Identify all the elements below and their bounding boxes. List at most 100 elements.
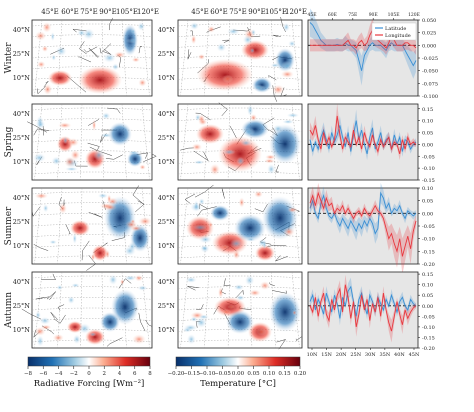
series-line-longitude	[309, 115, 417, 155]
cool-anomaly	[100, 312, 120, 332]
anomaly-speckle	[249, 48, 255, 54]
colorbar-temperature-bar	[175, 356, 301, 367]
y-tick-label: 0.10	[422, 283, 433, 289]
anomaly-speckle	[132, 334, 146, 345]
graticule-line	[141, 103, 150, 181]
anomaly-speckle	[93, 149, 105, 161]
anomaly-speckle	[82, 28, 95, 40]
colorbar-tick-label: −0.05	[214, 371, 231, 377]
warm-anomaly	[197, 59, 253, 91]
anomaly-speckle	[51, 54, 56, 61]
y-tick-label: -0.05	[422, 314, 435, 320]
anomaly-speckle	[103, 203, 118, 211]
anomaly-speckle	[198, 314, 209, 320]
y-tick-label: 0.05	[422, 131, 433, 137]
lat-label: 25°N	[13, 50, 31, 58]
anomaly-speckle	[280, 70, 294, 79]
anomaly-speckle	[244, 275, 255, 286]
anomaly-speckle	[78, 323, 91, 334]
season-labels: Winter Spring Summer Autumn	[4, 42, 14, 329]
anomaly-speckle	[190, 202, 203, 212]
anomaly-speckle	[35, 120, 46, 129]
anomaly-speckle	[197, 53, 206, 60]
colorbar-tick-label: −8	[24, 371, 33, 377]
map-panel	[177, 271, 303, 350]
lon-label-105e: 105°E	[265, 8, 287, 16]
graticule-line	[180, 271, 189, 349]
anomaly-speckle	[131, 57, 140, 63]
top-tick-label: 90E	[369, 12, 378, 18]
colorbar-tick-label: 0	[87, 371, 91, 377]
anomaly-speckle	[185, 276, 197, 283]
anomaly-speckle	[92, 119, 97, 132]
anomaly-speckle	[35, 311, 41, 320]
lat-label: 25°N	[158, 134, 176, 142]
season-label-summer: Summer	[4, 206, 14, 245]
graticule-line	[141, 19, 150, 97]
anomaly-speckle	[218, 286, 224, 299]
top-tick-label: 60E	[328, 12, 337, 18]
bottom-tick-label: 40N	[394, 352, 405, 358]
anomaly-speckle	[249, 113, 258, 122]
anomaly-speckle	[67, 137, 79, 147]
graticule-line	[31, 245, 153, 248]
bottom-tick-label: 25N	[350, 352, 361, 358]
anomaly-speckle	[72, 233, 77, 245]
anomaly-speckle	[123, 245, 136, 256]
lat-label: 25°N	[13, 134, 31, 142]
anomaly-speckle	[236, 294, 245, 301]
anomaly-speckle	[42, 204, 49, 213]
anomaly-speckle	[220, 244, 230, 250]
lon-label-120e: 120°E	[137, 8, 159, 16]
graticule-line	[31, 139, 153, 143]
graticule-line	[291, 271, 300, 349]
map-lon-labels-middle: 45°E 60°E 75°E 90°E 105°E 120°E	[191, 8, 307, 16]
anomaly-speckle	[286, 113, 300, 118]
colorbar-radiative-label: Radiative Forcing [Wm⁻²]	[34, 379, 145, 389]
anomaly-speckle	[134, 274, 143, 282]
lat-label: 10°N	[13, 242, 31, 250]
y-tick-label: -0.05	[422, 154, 435, 160]
colorbar-tick-label: −0.10	[199, 371, 216, 377]
y-tick-label: 0.050	[422, 18, 436, 24]
graticule-line	[31, 107, 153, 111]
series-band-longitude	[310, 103, 416, 161]
anomaly-speckle	[101, 112, 111, 120]
bottom-tick-label: 20N	[336, 352, 347, 358]
graticule-line	[31, 275, 153, 279]
cool-anomaly	[252, 77, 272, 93]
lat-label: 40°N	[13, 110, 31, 118]
y-tick-label: 0.00	[422, 142, 433, 148]
lat-label: 10°N	[158, 74, 176, 82]
colorbar-tick-label: −0.15	[183, 371, 200, 377]
y-tick-label: 0.05	[422, 199, 433, 205]
y-tick-label: 0.000	[422, 43, 436, 49]
legend-box	[371, 22, 417, 41]
anomaly-speckle	[62, 136, 68, 145]
anomaly-speckle	[193, 224, 208, 231]
graticule-line	[204, 103, 209, 181]
line-panel-winter: 0.050 0.025 0.000 -0.025 -0.050 -0.075 -0.100 L…	[307, 8, 438, 100]
anomaly-speckle	[71, 283, 80, 288]
warm-anomaly	[255, 245, 275, 261]
anomaly-speckle	[248, 289, 261, 297]
series-band-latitude	[310, 8, 416, 86]
anomaly-speckle	[200, 244, 210, 253]
lon-label-105e: 105°E	[116, 8, 138, 16]
lon-label-75e: 75°E	[80, 8, 98, 16]
graticule-line	[227, 271, 230, 349]
graticule-line	[291, 187, 300, 265]
cool-anomaly	[210, 205, 230, 221]
graticule-line	[31, 234, 153, 237]
y-tick-label: -0.20	[422, 346, 435, 352]
anomaly-speckle	[139, 164, 146, 170]
y-tick-label: 0.10	[422, 119, 433, 125]
lat-label: 10°N	[13, 158, 31, 166]
anomaly-speckle	[250, 29, 256, 36]
y-tick-label: 0.10	[422, 186, 433, 192]
lat-label: 40°N	[13, 278, 31, 286]
anomaly-speckle	[55, 46, 67, 57]
colorbar-temperature: −0.20−0.15−0.10−0.05 0.00 0.05 0.10 0.15 0.20…	[168, 356, 307, 389]
map-panel	[27, 103, 157, 181]
graticule-line	[31, 118, 153, 121]
